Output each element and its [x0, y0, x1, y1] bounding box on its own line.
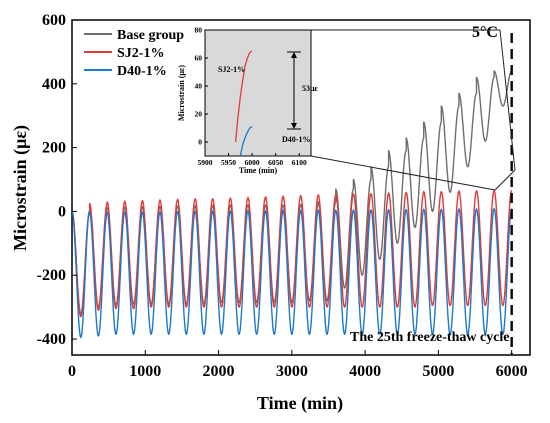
- inset-x-axis-ticks: 5900 5950 6000 6050 6100: [198, 153, 307, 167]
- legend: Base group SJ2-1% D40-1%: [84, 28, 184, 79]
- legend-d40-label: D40-1%: [117, 64, 167, 79]
- inset-y-tick-label-0: 0: [198, 138, 202, 147]
- x-tick-label-5: 5000: [422, 363, 454, 380]
- inset-d40-label: D40-1%: [282, 135, 310, 144]
- inset-y-tick-label-1: 20: [195, 110, 203, 119]
- inset-y-tick-label-4: 80: [195, 26, 203, 35]
- inset-connector-tip: [494, 169, 516, 191]
- inset-series-d40: [239, 126, 253, 156]
- y-tick-label-4: 400: [42, 76, 66, 93]
- inset-x-tick-label-1: 5950: [221, 158, 236, 167]
- inset-difference-arrow-up: [291, 52, 297, 58]
- inset-x-tick-label-2: 6000: [245, 158, 260, 167]
- inset-connector-bottom: [310, 155, 496, 191]
- main-series-sj2: [72, 189, 513, 318]
- inset-chart: 5900 5950 6000 6050 6100 0 20 40 60 80 Time (min…: [177, 26, 319, 176]
- temperature-annotation: 5°C: [472, 24, 498, 41]
- y-tick-label-3: 200: [42, 140, 66, 157]
- inset-difference-arrow-down: [291, 123, 297, 129]
- inset-sj2-label: SJ2-1%: [218, 65, 245, 74]
- x-axis-ticks: 0 1000 2000 3000 4000 5000 6000: [68, 350, 528, 380]
- y-tick-label-5: 600: [42, 12, 66, 29]
- inset-x-tick-label-3: 6050: [268, 158, 283, 167]
- inset-y-tick-label-2: 40: [195, 82, 203, 91]
- x-axis-title: Time (min): [257, 393, 343, 414]
- legend-base-label: Base group: [117, 28, 184, 43]
- main-series-layer: [72, 70, 513, 339]
- inset-frame: [204, 29, 312, 157]
- x-tick-label-6: 6000: [496, 363, 528, 380]
- y-tick-label-1: -200: [37, 267, 66, 284]
- inset-x-tick-label-4: 6100: [292, 158, 307, 167]
- y-tick-label-2: 0: [58, 203, 66, 220]
- inset-y-axis-title: Microstrain (με): [177, 65, 186, 121]
- y-axis-title: Microstrain (με): [10, 125, 31, 251]
- inset-connector-right: [499, 29, 516, 171]
- inset-y-tick-label-3: 60: [195, 54, 203, 63]
- x-tick-label-0: 0: [68, 363, 76, 380]
- x-tick-label-4: 4000: [349, 363, 381, 380]
- inset-series-sj2: [234, 50, 253, 143]
- legend-sj2-label: SJ2-1%: [117, 46, 164, 61]
- x-tick-label-2: 2000: [203, 363, 235, 380]
- inset-difference-label: 53με: [302, 84, 319, 93]
- x-tick-label-3: 3000: [276, 363, 308, 380]
- x-tick-label-1: 1000: [129, 363, 161, 380]
- inset-x-tick-label-0: 5900: [198, 158, 213, 167]
- inset-series-layer: [234, 50, 253, 156]
- y-tick-label-0: -400: [37, 331, 66, 348]
- inset-y-axis-ticks: 0 20 40 60 80: [195, 26, 208, 147]
- main-series-d40: [72, 207, 513, 339]
- y-axis-ticks: -400 -200 0 200 400 600: [37, 12, 77, 348]
- inset-x-axis-title: Time (min): [239, 166, 278, 175]
- cycle-annotation: The 25th freeze-thaw cycle: [350, 330, 510, 345]
